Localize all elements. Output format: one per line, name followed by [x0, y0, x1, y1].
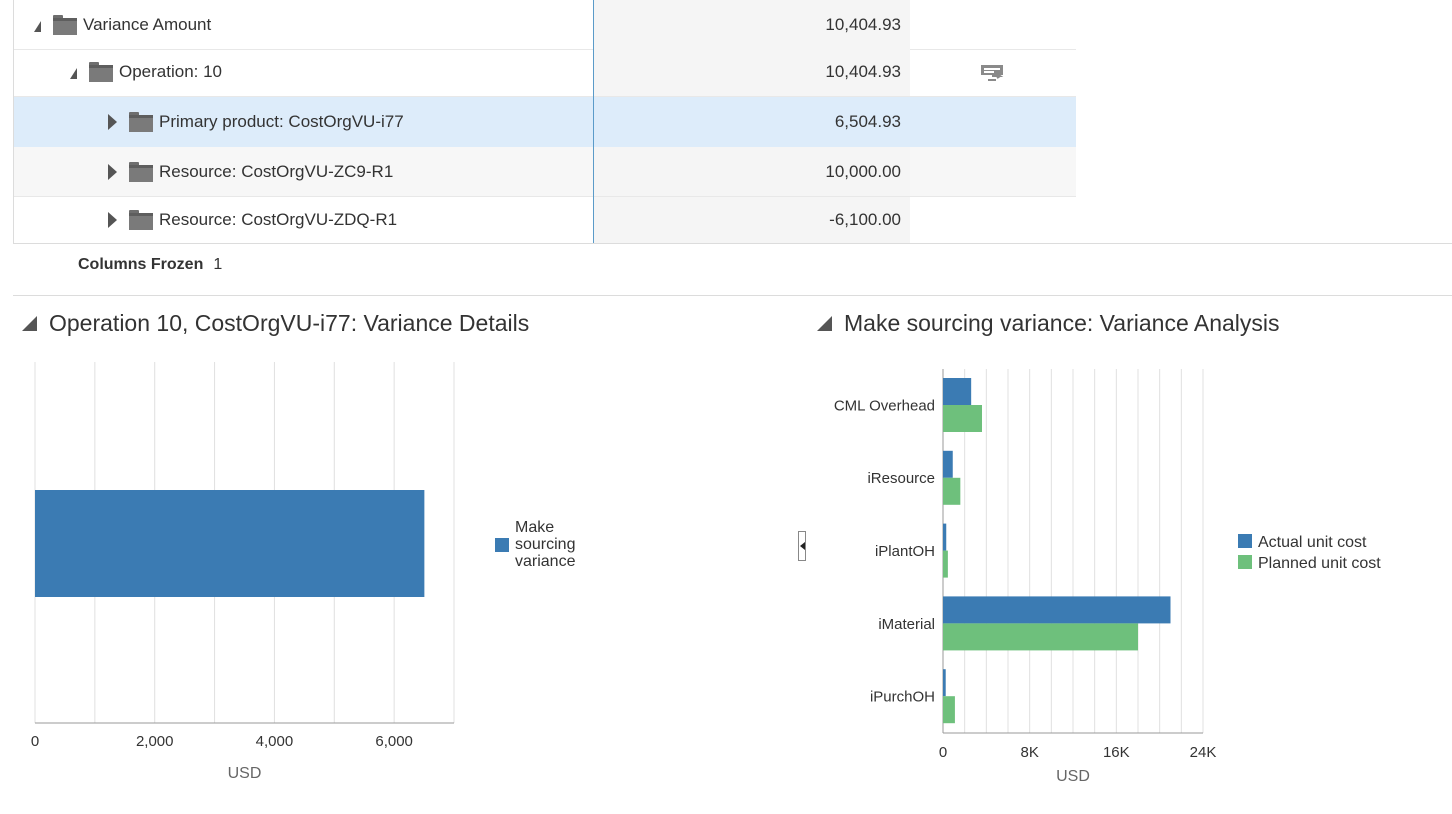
amount-value: 10,404.93: [825, 62, 901, 81]
collapse-panel-icon[interactable]: [817, 316, 832, 331]
amount-cell-bg: [594, 0, 910, 50]
row-divider: [14, 49, 1076, 50]
tree-node-label: Variance Amount: [83, 15, 212, 34]
tree-node-label: Operation: 10: [119, 62, 223, 81]
legend-label: Planned unit cost: [1258, 555, 1381, 572]
tree-node-label: Primary product: CostOrgVU-i77: [159, 112, 404, 131]
x-tick-label: 0: [939, 744, 947, 761]
bar-imaterial-planned: [943, 623, 1138, 651]
expanded-triangle-icon[interactable]: [70, 67, 77, 79]
frozen-column-divider[interactable]: [593, 0, 594, 243]
left-legend-item[interactable]: Make sourcing variance: [495, 519, 595, 570]
folder-icon: [89, 62, 113, 82]
category-label: iPlantOH: [875, 543, 935, 560]
selected-row-bg: [910, 97, 1076, 147]
amount-value: -6,100.00: [829, 210, 901, 229]
tree-row-variance-amount[interactable]: Variance Amount 10,404.93: [14, 0, 1452, 50]
section-divider: [13, 295, 1452, 296]
category-label: CML Overhead: [834, 397, 935, 414]
variance-details-chart: 0 2,000 4,000 6,000 USD: [31, 362, 455, 782]
legend-swatch: [1238, 555, 1252, 569]
x-tick-label: 24K: [1190, 744, 1217, 761]
x-tick-label: 0: [31, 733, 39, 750]
bar-iplantoh-planned: [943, 550, 948, 578]
bar-ipurchoh-actual: [943, 669, 946, 697]
folder-icon: [129, 112, 153, 132]
bar-iresource-planned: [943, 477, 961, 505]
left-panel-title: Operation 10, CostOrgVU-i77: Variance De…: [49, 310, 530, 336]
right-legend-item-planned[interactable]: Planned unit cost: [1238, 555, 1381, 573]
tree-row-primary-product[interactable]: Primary product: CostOrgVU-i77 6,504.93: [14, 97, 1076, 147]
x-tick-label: 6,000: [375, 733, 413, 750]
collapsed-triangle-icon[interactable]: [108, 114, 117, 130]
bar-ipurchoh-planned: [943, 696, 955, 724]
tree-node-label: Resource: CostOrgVU-ZC9-R1: [159, 162, 394, 181]
tree-node[interactable]: Resource: CostOrgVU-ZC9-R1: [108, 147, 393, 197]
x-axis-title: USD: [228, 765, 262, 782]
variance-analysis-chart: CML Overhead iResource iPlantOH iMaterial iP…: [834, 369, 1217, 785]
expanded-triangle-icon[interactable]: [34, 20, 41, 32]
tree-row-operation[interactable]: Operation: 10 10,404.93: [14, 47, 1452, 97]
right-legend-item-actual[interactable]: Actual unit cost: [1238, 534, 1367, 552]
x-tick-label: 2,000: [136, 733, 174, 750]
tree-node-label: Resource: CostOrgVU-ZDQ-R1: [159, 210, 398, 229]
category-label: iMaterial: [878, 616, 935, 633]
left-panel-header[interactable]: Operation 10, CostOrgVU-i77: Variance De…: [22, 310, 529, 337]
task-icon[interactable]: [980, 63, 1004, 83]
tree-node[interactable]: Primary product: CostOrgVU-i77: [108, 97, 404, 147]
selected-row-bg: [594, 97, 910, 147]
folder-icon: [129, 162, 153, 182]
bar-cml-overhead-planned: [943, 405, 982, 432]
legend-label: Actual unit cost: [1258, 534, 1367, 551]
x-tick-label: 8K: [1020, 744, 1038, 761]
legend-label: Make sourcing variance: [515, 519, 576, 570]
amount-cell-bg: [594, 147, 910, 197]
amount-cell-bg: [594, 197, 910, 243]
columns-frozen-value: 1: [213, 256, 223, 273]
bar-cml-overhead-actual: [943, 378, 972, 405]
collapse-panel-icon[interactable]: [22, 316, 37, 331]
x-tick-label: 4,000: [256, 733, 294, 750]
tree-node[interactable]: Variance Amount: [34, 0, 211, 50]
category-label: iResource: [867, 470, 935, 487]
bar-make-sourcing-variance: [35, 490, 425, 597]
folder-icon: [129, 210, 153, 230]
tree-row-resource-zc9[interactable]: Resource: CostOrgVU-ZC9-R1 10,000.00: [14, 147, 1076, 197]
legend-swatch: [1238, 534, 1252, 548]
amount-value: 10,000.00: [825, 162, 901, 181]
columns-frozen-status: Columns Frozen 1: [78, 256, 222, 274]
collapsed-triangle-icon[interactable]: [108, 212, 117, 228]
tree-node[interactable]: Resource: CostOrgVU-ZDQ-R1: [108, 197, 397, 243]
bar-imaterial-actual: [943, 596, 1171, 624]
amount-cell-bg: [594, 47, 910, 97]
amount-value: 10,404.93: [825, 15, 901, 34]
amount-value: 6,504.93: [834, 112, 901, 131]
bar-iplantoh-actual: [943, 523, 947, 551]
x-tick-label: 16K: [1103, 744, 1130, 761]
variance-tree-table: Variance Amount 10,404.93 Operation: 10 …: [13, 0, 1452, 244]
x-axis-title: USD: [1056, 768, 1090, 785]
collapsed-triangle-icon[interactable]: [108, 164, 117, 180]
bar-iresource-actual: [943, 450, 953, 478]
alt-row-bg: [910, 147, 1076, 197]
columns-frozen-label: Columns Frozen: [78, 256, 204, 273]
right-panel-title: Make sourcing variance: Variance Analysi…: [844, 310, 1280, 336]
row-divider: [14, 96, 1076, 97]
row-divider: [14, 196, 1076, 197]
tree-node[interactable]: Operation: 10: [70, 47, 222, 97]
right-panel-header[interactable]: Make sourcing variance: Variance Analysi…: [817, 310, 1280, 337]
legend-swatch: [495, 538, 509, 552]
category-label: iPurchOH: [870, 689, 935, 706]
tree-row-resource-zdq[interactable]: Resource: CostOrgVU-ZDQ-R1 -6,100.00: [14, 197, 1452, 243]
folder-icon: [53, 15, 77, 35]
panel-splitter-handle[interactable]: [798, 531, 806, 561]
